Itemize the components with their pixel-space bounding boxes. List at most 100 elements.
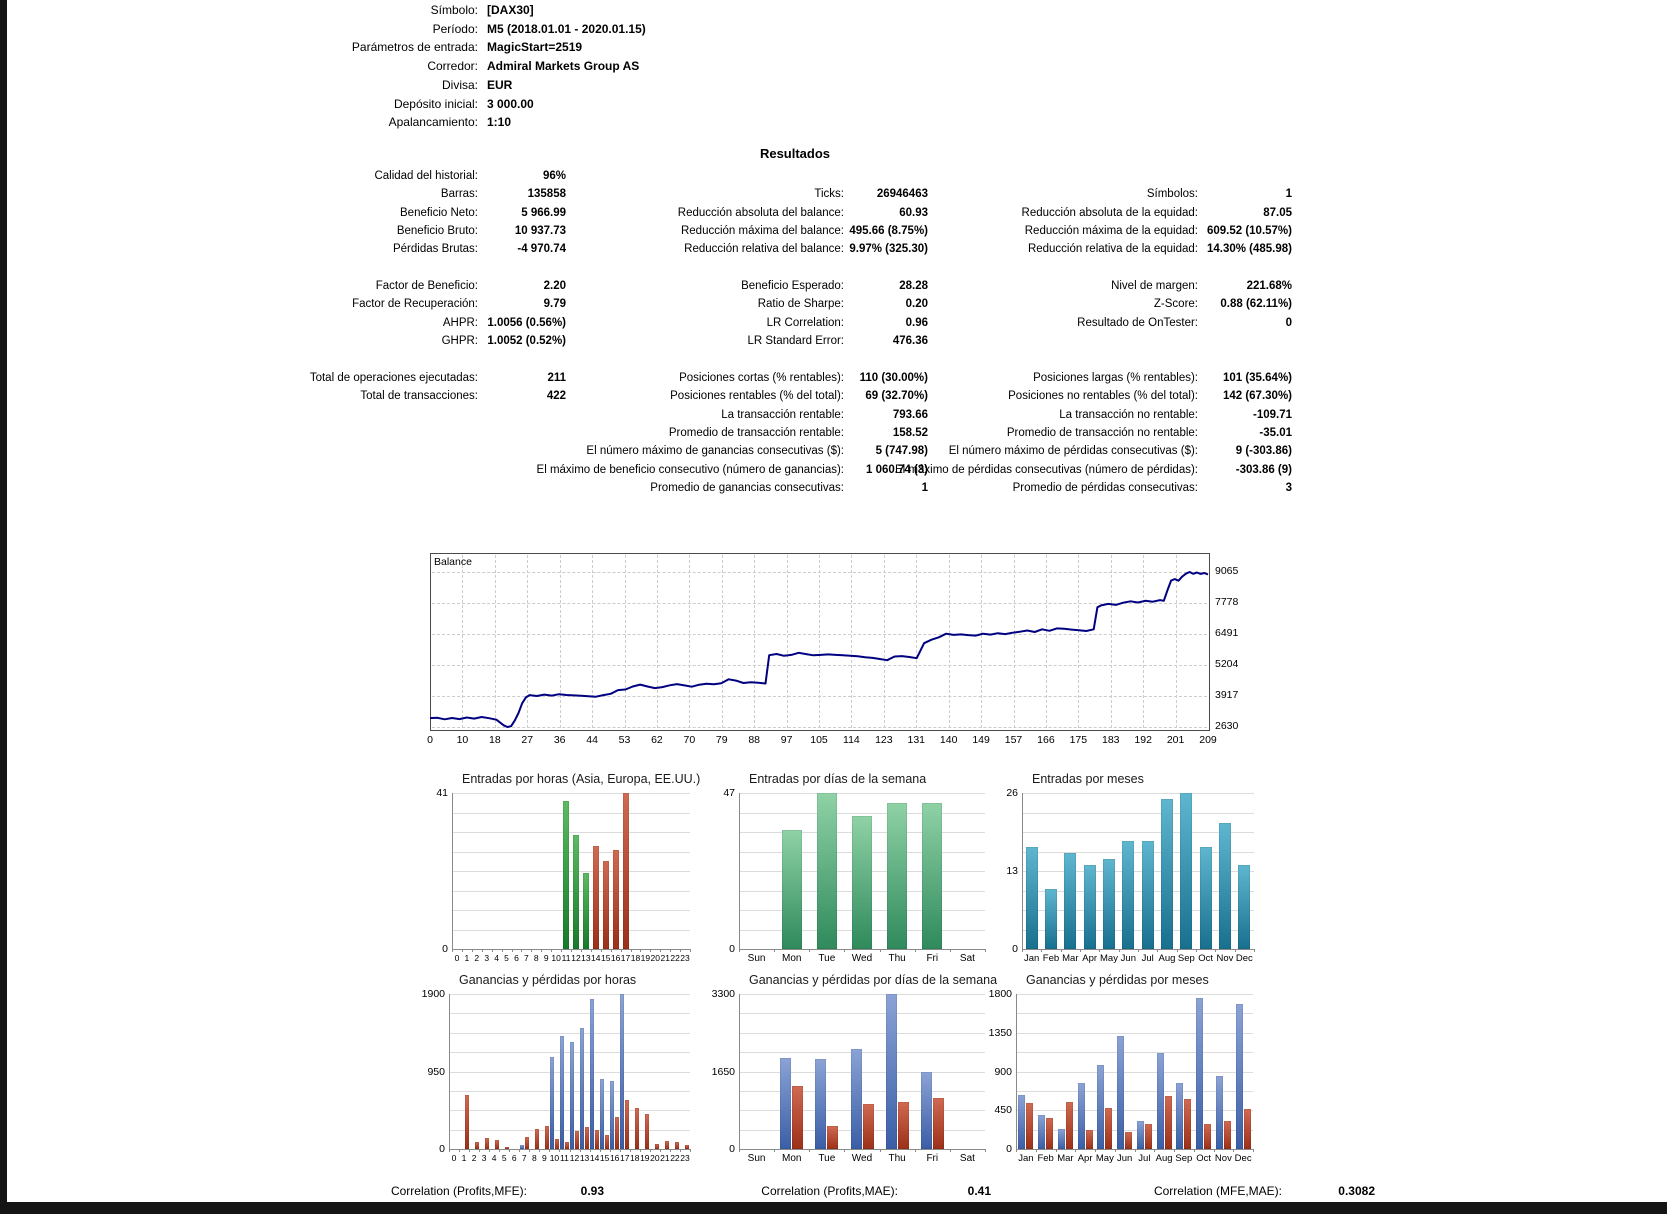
pl_hours-x-tick: 10 [549,1153,560,1163]
stat-value: 0 [1285,316,1292,329]
balance-grid-vline [819,555,820,728]
header-label: Depósito inicial: [393,96,478,111]
stat-label: Calidad del historial: [374,170,478,182]
entries_months-x-tick: May [1100,953,1118,964]
pl_months-axis-mark [1134,1149,1136,1152]
balance-grid-vline [462,555,464,728]
pl_hours-axis-mark [519,1149,521,1152]
correlation-profits-mfe-label: Correlation (Profits,MFE): [390,1184,527,1198]
pl_months-axis-mark [1193,1149,1195,1152]
entries_days-x-tick: Fri [926,953,939,964]
pl_months-bar-losses [1125,1131,1133,1149]
pl_hours-bar-profits [600,1078,605,1149]
bottom-bar [0,1202,1667,1214]
stat-value: 5 966.99 [521,206,566,219]
stat-label: Reducción absoluta de la equidad: [1021,206,1198,219]
entries_months-bar-entries [1064,853,1077,949]
pl_days-gridline [740,1032,985,1034]
pl_hours-x-tick: 17 [619,1153,630,1163]
pl_months-bar-losses [1144,1123,1152,1149]
balance-x-tick: 70 [683,734,696,746]
pl_months-bar-losses [1164,1096,1172,1149]
pl_days-axis-mark [739,1149,740,1152]
pl_hours-bar-losses [464,1095,469,1149]
stat-value: -109.71 [1252,408,1292,421]
pl_hours-bar-profits [610,1081,615,1149]
balance-x-tick: 175 [1069,734,1088,746]
entries_hours-axis-mark [670,949,672,952]
balance-grid-vline [527,555,529,728]
balance-grid-vline [1013,555,1015,728]
pl_months-x-tick: Mar [1057,1153,1074,1164]
pl_hours-axis-mark [609,1149,611,1152]
balance-x-tick: 53 [618,734,631,746]
pl_months-bar-losses [1046,1117,1054,1149]
stat-label: Nivel de margen: [1111,280,1198,293]
pl_months-gridline [1017,994,1253,995]
pl_hours-x-tick: 16 [609,1153,620,1163]
stat-label: Beneficio Bruto: [396,225,478,238]
pl_months-axis-mark [1154,1149,1156,1152]
stat-value: 1.0052 (0.52%) [487,335,566,348]
pl_hours-bar-losses [564,1142,569,1149]
entries_days-x-tick: Tue [818,953,836,964]
pl_hours-y-tick: 950 [427,1065,445,1078]
pl_months-axis-mark [1055,1149,1057,1152]
entries_hours-gridline [453,910,690,911]
pl_hours-x-tick: 12 [569,1153,580,1163]
pl_months-x-tick: Jan [1018,1153,1034,1164]
stat-label: Total de operaciones ejecutadas: [309,371,478,384]
header-value: [DAX30] [487,3,534,17]
entries_days-x-tick: Wed [851,953,873,964]
entries_days-axis-mark [985,949,986,952]
entries_days-gridline [740,812,985,814]
entries_months-x-tick: Jun [1120,953,1136,964]
stat-value: -303.86 (9) [1235,463,1292,476]
pl_hours-bar-losses [595,1130,600,1149]
pl_days-x-tick: Mon [781,1153,802,1164]
entries_months-bar-entries [1122,841,1135,949]
pl_months-axis-mark [1233,1149,1235,1152]
entries_months-y-tick: 0 [1012,943,1018,955]
entries_days-y-tick: 0 [729,943,735,955]
balance-y-tick: 5204 [1215,658,1239,670]
entries_hours-x-tick: 8 [533,953,539,963]
entries_hours-axis-mark [680,949,682,952]
stat-label: El número máximo de pérdidas consecutiva… [948,445,1198,458]
correlation-profits-mfe-value: 0.93 [580,1184,604,1198]
stat-value: 1 [921,481,928,494]
entries_hours-x-tick: 10 [551,953,561,963]
pl_hours-bar-losses [665,1140,670,1149]
balance-grid-hline [432,572,1207,573]
stat-label: Beneficio Neto: [400,206,478,219]
pl_hours-bar-losses [685,1144,690,1149]
entries_days-x-tick: Sun [747,953,766,964]
balance-x-tick: 140 [939,734,958,746]
header-value: M5 (2018.01.01 - 2020.01.15) [487,21,646,36]
pl_months-axis-mark [1075,1149,1077,1152]
pl_hours-axis-mark [649,1149,651,1152]
balance-grid-vline [981,555,983,728]
pl_hours-x-tick: 6 [511,1153,517,1163]
pl_hours-axis-mark [449,1149,450,1152]
pl_hours-axis-mark [639,1149,641,1152]
entries_hours-axis-mark [541,949,543,952]
balance-line [429,571,1209,728]
pl_months-y-tick: 1350 [988,1026,1012,1039]
stat-value: 5 (747.98) [875,445,928,458]
entries_days-axis-mark [879,949,881,952]
entries_hours-x-tick: 13 [581,953,591,963]
entries_months-axis-mark [1041,949,1043,952]
stat-label: Barras: [440,188,478,201]
pl_hours-bar-profits [559,1036,564,1149]
pl_months-gridline [1017,1052,1253,1054]
pl_hours-axis-mark [549,1149,551,1152]
pl_months-bar-profits [1117,1036,1125,1149]
stat-value: 0.96 [905,316,928,329]
entries_hours-gridline [453,929,690,931]
pl_hours-axis-mark [619,1149,621,1152]
entries_hours-gridline [453,812,690,814]
balance-x-tick: 97 [780,734,793,746]
entries_hours-axis-mark [561,949,563,952]
